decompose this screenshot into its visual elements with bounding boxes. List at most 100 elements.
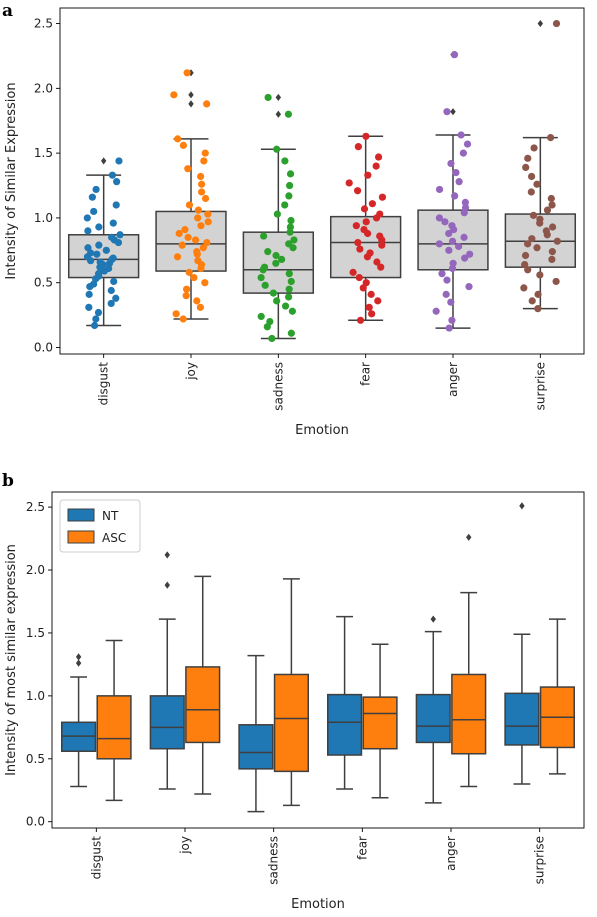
outlier-marker xyxy=(275,93,282,102)
strip-point xyxy=(178,241,186,249)
strip-point xyxy=(366,249,374,257)
strip-point xyxy=(443,108,451,116)
strip-point xyxy=(110,277,118,286)
strip-point xyxy=(288,307,296,315)
x-tick-label-anger: anger xyxy=(444,836,458,871)
legend: NT ASC xyxy=(59,499,141,553)
strip-point xyxy=(447,159,455,168)
strip-point xyxy=(452,168,460,177)
strip-point xyxy=(435,185,444,194)
strip-point xyxy=(372,162,380,170)
strip-point xyxy=(190,273,198,282)
x-tick-label-surprise: surprise xyxy=(533,362,547,410)
strip-point xyxy=(109,219,117,227)
strip-point xyxy=(196,303,204,311)
strip-point xyxy=(94,308,103,317)
strip-point xyxy=(360,205,369,213)
strip-point xyxy=(362,218,370,226)
strip-point xyxy=(113,178,121,186)
strip-point xyxy=(172,310,180,318)
strip-point xyxy=(461,198,469,206)
strip-point xyxy=(191,236,200,244)
strip-point xyxy=(368,200,376,208)
box-iqr xyxy=(242,231,315,294)
strip-point xyxy=(194,206,202,214)
strip-point xyxy=(92,315,100,323)
strip-point xyxy=(374,297,382,305)
strip-point xyxy=(281,201,289,209)
box-iqr xyxy=(185,666,221,744)
strip-point xyxy=(356,316,365,324)
strip-point xyxy=(451,192,459,200)
strip-point xyxy=(432,307,440,315)
strip-point xyxy=(442,290,450,298)
strip-point xyxy=(285,285,293,293)
strip-point xyxy=(465,283,473,291)
strip-point xyxy=(184,233,192,241)
strip-point xyxy=(552,277,560,286)
outlier-marker xyxy=(275,110,282,118)
strip-point xyxy=(353,187,362,195)
strip-point xyxy=(266,318,274,326)
strip-point xyxy=(447,298,455,306)
strip-point xyxy=(95,270,103,278)
y-tick-label: 0.5 xyxy=(34,276,53,290)
y-tick-label: 1.5 xyxy=(26,626,45,640)
strip-point xyxy=(85,290,93,298)
strip-point xyxy=(542,227,550,235)
strip-point xyxy=(260,232,268,240)
x-tick-label-surprise: surprise xyxy=(533,836,547,884)
strip-point xyxy=(84,227,92,235)
strip-point xyxy=(376,232,384,240)
strip-point xyxy=(445,229,453,238)
strip-point xyxy=(457,131,465,139)
strip-point xyxy=(179,315,187,323)
strip-point xyxy=(108,171,117,179)
strip-point xyxy=(529,211,538,219)
y-tick-label: 0.0 xyxy=(34,341,53,355)
outlier-marker xyxy=(188,91,194,99)
strip-point xyxy=(203,100,211,108)
strip-point xyxy=(284,110,293,118)
y-tick-label: 0.5 xyxy=(26,752,45,766)
strip-point xyxy=(264,93,272,102)
panel-b-grouped-box-chart: 0.0 0.5 1.0 1.5 2.0 2.5 disgust joy sadness fear a… xyxy=(4,491,585,912)
strip-point xyxy=(184,165,192,173)
strip-point xyxy=(181,225,189,234)
y-tick-label: 2.0 xyxy=(34,81,53,95)
strip-point xyxy=(281,157,289,165)
box-iqr xyxy=(327,693,363,756)
panel-b-letter: b xyxy=(2,471,14,491)
strip-point xyxy=(521,260,529,269)
outlier-marker xyxy=(466,533,472,541)
strip-point xyxy=(449,259,457,267)
strip-point xyxy=(374,153,383,161)
strip-point xyxy=(522,163,530,171)
strip-point xyxy=(356,245,364,253)
strip-point xyxy=(533,244,541,252)
strip-point xyxy=(204,210,212,218)
strip-point xyxy=(466,250,474,258)
box-iqr xyxy=(155,210,227,272)
panel-a-letter: a xyxy=(2,1,13,21)
strip-point xyxy=(355,273,363,282)
category-group-fear xyxy=(329,132,402,324)
strip-point xyxy=(354,238,362,247)
strip-point xyxy=(438,270,446,278)
strip-point xyxy=(441,218,449,226)
strip-point xyxy=(85,303,93,311)
outlier-marker xyxy=(450,108,456,116)
strip-point xyxy=(95,241,103,249)
strip-point xyxy=(543,206,552,214)
strip-point xyxy=(107,286,115,295)
legend-swatch-nt xyxy=(67,508,95,522)
box-iqr xyxy=(362,696,398,750)
strip-point xyxy=(273,210,281,218)
strip-point xyxy=(269,289,277,297)
x-tick-label-joy: joy xyxy=(178,836,192,855)
strip-point xyxy=(553,237,561,245)
strip-point xyxy=(534,290,542,298)
strip-point xyxy=(92,185,100,194)
strip-point xyxy=(450,51,459,59)
strip-point xyxy=(193,297,201,305)
